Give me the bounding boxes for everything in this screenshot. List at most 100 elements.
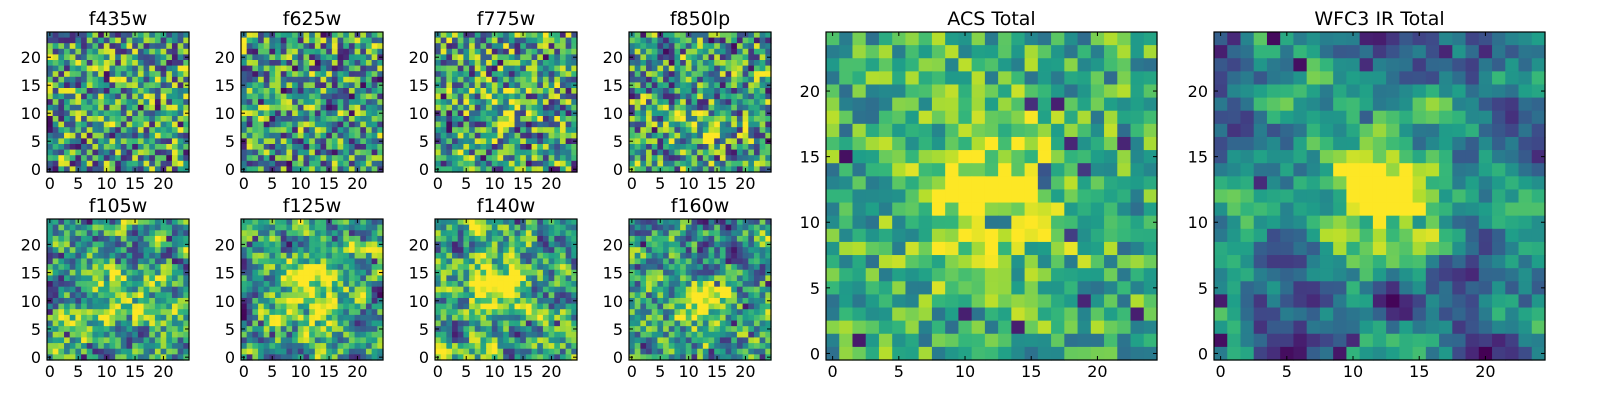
heatmap-cell <box>646 138 653 145</box>
heatmap-cell <box>657 121 664 128</box>
heatmap-cell <box>286 104 293 111</box>
heatmap-cell <box>354 71 361 78</box>
heatmap-cell <box>725 166 732 173</box>
heatmap-cell <box>47 252 54 260</box>
heatmap-cell <box>160 275 167 282</box>
heatmap-cell <box>309 241 316 248</box>
heatmap-cell <box>126 331 133 339</box>
heatmap-cell <box>177 230 184 237</box>
heatmap-cell <box>480 331 487 339</box>
heatmap-cell <box>258 326 265 333</box>
heatmap-cell <box>651 110 658 117</box>
heatmap-cell <box>326 48 333 55</box>
heatmap-cell <box>731 219 738 226</box>
heatmap-cell <box>241 88 248 95</box>
heatmap-cell <box>297 286 305 293</box>
heatmap-cell <box>343 252 350 260</box>
heatmap-cell <box>708 155 715 162</box>
heatmap-cell <box>474 348 482 355</box>
heatmap-cell <box>731 121 738 128</box>
heatmap-cell <box>320 281 327 288</box>
heatmap-cell <box>508 235 516 243</box>
heatmap-cell <box>548 48 555 55</box>
heatmap-cell <box>377 275 384 282</box>
heatmap-cell <box>166 104 173 111</box>
heatmap-cell <box>663 54 670 61</box>
heatmap-cell <box>303 219 310 226</box>
heatmap-cell <box>303 303 310 310</box>
heatmap-cell <box>469 99 476 106</box>
heatmap-cell <box>98 104 105 111</box>
heatmap-cell <box>725 99 732 106</box>
heatmap-cell <box>331 54 339 61</box>
heatmap-cell <box>297 155 305 162</box>
heatmap-cell <box>263 320 270 327</box>
heatmap-cell <box>748 144 755 151</box>
heatmap-cell <box>326 275 333 282</box>
heatmap-cell <box>742 224 749 231</box>
heatmap-cell <box>137 224 145 231</box>
heatmap-cell <box>343 230 350 237</box>
heatmap-cell <box>440 155 447 162</box>
heatmap-cell <box>286 252 293 260</box>
heatmap-cell <box>440 354 447 361</box>
heatmap-cell <box>98 286 105 293</box>
heatmap-cell <box>297 76 305 83</box>
heatmap-cell <box>452 32 459 39</box>
heatmap-cell <box>651 297 658 305</box>
heatmap-cell <box>559 309 567 316</box>
heatmap-cell <box>343 76 350 83</box>
heatmap-cell <box>81 104 88 111</box>
heatmap-cell <box>280 331 288 339</box>
heatmap-cell <box>646 110 653 117</box>
heatmap-cell <box>252 264 259 271</box>
heatmap-cell <box>719 116 727 123</box>
heatmap-cell <box>480 48 487 55</box>
heatmap-cell <box>69 65 76 72</box>
heatmap-cell <box>629 71 636 78</box>
heatmap-cell <box>52 337 59 344</box>
heatmap-cell <box>171 110 179 117</box>
heatmap-cell <box>508 275 516 282</box>
heatmap-cell <box>554 60 561 67</box>
heatmap-cell <box>474 88 482 95</box>
heatmap-cell <box>634 99 641 106</box>
heatmap-cell <box>241 127 248 134</box>
heatmap-cell <box>109 144 116 151</box>
heatmap-cell <box>571 48 578 55</box>
heatmap-cell <box>559 320 567 327</box>
heatmap-cell <box>463 65 470 72</box>
heatmap-cell <box>120 48 128 55</box>
heatmap-cell <box>360 110 367 117</box>
heatmap-cell <box>463 37 470 44</box>
heatmap-cell <box>86 224 94 231</box>
heatmap-cell <box>685 76 693 83</box>
heatmap-cell <box>452 127 459 134</box>
heatmap-cell <box>263 281 270 288</box>
heatmap-cell <box>708 110 715 117</box>
heatmap-cell <box>320 65 327 72</box>
heatmap-cell <box>629 43 636 50</box>
heatmap-cell <box>303 99 310 106</box>
heatmap-cell <box>348 71 356 78</box>
heatmap-cell <box>280 104 288 111</box>
heatmap-cell <box>497 309 504 316</box>
heatmap-cell <box>663 297 670 305</box>
heatmap-cell <box>263 258 270 265</box>
heatmap-cell <box>491 303 499 310</box>
heatmap-cell <box>474 76 482 83</box>
heatmap-cell <box>531 303 538 310</box>
heatmap-cell <box>514 320 521 327</box>
heatmap-cell <box>508 144 516 151</box>
heatmap-cell <box>531 309 538 316</box>
heatmap-cell <box>520 348 527 355</box>
heatmap-cell <box>320 241 327 248</box>
heatmap-cell <box>75 138 82 145</box>
heatmap-cell <box>742 127 749 134</box>
heatmap-cell <box>69 286 76 293</box>
heatmap-cell <box>109 116 116 123</box>
heatmap-cell <box>120 252 128 260</box>
heatmap-cell <box>525 32 533 39</box>
heatmap-cell <box>297 241 305 248</box>
heatmap-cell <box>280 354 288 361</box>
